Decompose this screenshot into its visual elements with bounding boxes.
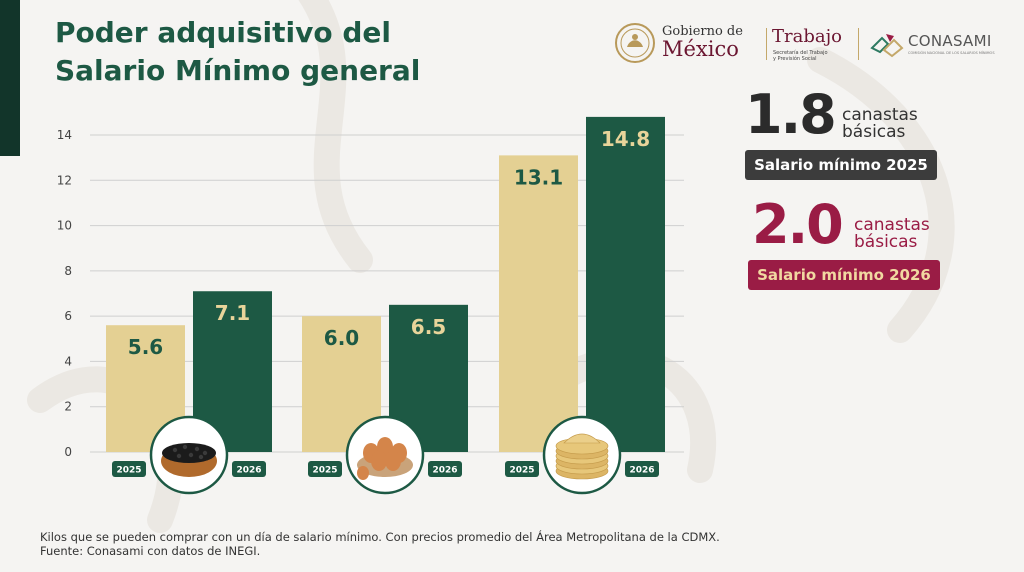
trabajo-title: Trabajo bbox=[772, 26, 843, 47]
bar-2026-tortilla bbox=[586, 116, 665, 452]
year-tag-label: 2026 bbox=[236, 466, 261, 476]
year-tag-2026: 2026 bbox=[625, 461, 659, 477]
gobierno-logo: Gobierno de México bbox=[612, 20, 762, 68]
tortilla-stack-icon bbox=[542, 415, 622, 495]
y-tick-label: 10 bbox=[57, 219, 72, 233]
logo-divider bbox=[858, 28, 859, 60]
trabajo-subtitle-1: Secretaría del Trabajo bbox=[773, 50, 828, 56]
stat-2025-value: 1.8 bbox=[745, 83, 837, 146]
year-tag-2025: 2025 bbox=[308, 461, 342, 477]
data-label: 5.6 bbox=[128, 335, 163, 359]
logo-divider bbox=[766, 28, 767, 60]
logo-strip: Gobierno de México Trabajo Secretaría de… bbox=[612, 20, 1012, 68]
egg-bowl-icon bbox=[345, 415, 425, 495]
data-label: 6.5 bbox=[411, 315, 446, 339]
folded-tortilla bbox=[563, 433, 601, 444]
category-icons bbox=[149, 415, 622, 495]
bar-2025-tortilla bbox=[499, 155, 578, 452]
data-labels: 5.6 7.1 6.0 6.5 13.1 14.8 bbox=[128, 127, 650, 359]
footnote-line-2: Fuente: Conasami con datos de INEGI. bbox=[40, 544, 261, 558]
stat-2026-word-1: canastas bbox=[854, 215, 930, 235]
y-tick-label: 8 bbox=[64, 264, 72, 278]
footnote-line-1: Kilos que se pueden comprar con un día d… bbox=[40, 530, 720, 544]
year-tag-bg bbox=[428, 461, 462, 477]
trabajo-logo: Trabajo Secretaría del Trabajo y Previsi… bbox=[772, 20, 862, 68]
stat-2025-word-2: básicas bbox=[842, 122, 906, 142]
stat-2026: 2.0 canastas básicas bbox=[752, 194, 952, 256]
conasami-hands-icon bbox=[870, 34, 904, 58]
bean bbox=[182, 444, 188, 450]
year-tag-label: 2026 bbox=[432, 466, 457, 476]
bean bbox=[194, 446, 200, 452]
trabajo-subtitle-2: y Previsión Social bbox=[773, 56, 817, 62]
data-label: 13.1 bbox=[514, 165, 563, 189]
year-tag-bg bbox=[505, 461, 539, 477]
national-seal-icon bbox=[615, 23, 655, 63]
badge-2026: Salario mínimo 2026 bbox=[748, 260, 940, 290]
conasami-subtitle: COMISIÓN NACIONAL DE LOS SALARIOS MÍNIMO… bbox=[908, 51, 995, 55]
bean bbox=[172, 447, 178, 453]
beans bbox=[162, 443, 216, 463]
data-label: 7.1 bbox=[215, 301, 250, 325]
year-tag-bg bbox=[308, 461, 342, 477]
y-axis-ticks: 0 2 4 6 8 10 12 14 bbox=[57, 128, 72, 459]
stat-2026-word-2: básicas bbox=[854, 232, 918, 252]
y-tick-label: 4 bbox=[64, 354, 72, 368]
stat-2025-word-1: canastas bbox=[842, 105, 918, 125]
conasami-logo: CONASAMI COMISIÓN NACIONAL DE LOS SALARI… bbox=[870, 20, 1012, 68]
chart-bars bbox=[106, 116, 665, 452]
year-tag-bg bbox=[112, 461, 146, 477]
year-tag-bg bbox=[625, 461, 659, 477]
y-tick-label: 0 bbox=[64, 445, 72, 459]
gobierno-line-1: Gobierno de bbox=[662, 24, 743, 39]
footnote: Kilos que se pueden comprar con un día d… bbox=[40, 530, 720, 558]
year-tag-2026: 2026 bbox=[428, 461, 462, 477]
year-tag-label: 2025 bbox=[312, 466, 337, 476]
title-line-1: Poder adquisitivo del bbox=[55, 16, 391, 49]
page-title: Poder adquisitivo del Salario Mínimo gen… bbox=[55, 14, 420, 90]
bean bbox=[176, 453, 182, 459]
year-tag-label: 2025 bbox=[116, 466, 141, 476]
bean-bowl-icon bbox=[149, 415, 229, 495]
year-tag-2025: 2025 bbox=[505, 461, 539, 477]
year-tags: 2025 2026 2025 2026 2025 2026 bbox=[112, 461, 659, 477]
stat-2025: 1.8 canastas básicas bbox=[745, 84, 945, 146]
egg bbox=[371, 451, 387, 471]
stat-2026-value: 2.0 bbox=[752, 193, 844, 256]
year-tag-2025: 2025 bbox=[112, 461, 146, 477]
year-tag-2026: 2026 bbox=[232, 461, 266, 477]
y-tick-label: 2 bbox=[64, 400, 72, 414]
badge-2025: Salario mínimo 2025 bbox=[745, 150, 937, 180]
left-accent-bar bbox=[0, 0, 20, 156]
title-line-2: Salario Mínimo general bbox=[55, 54, 421, 87]
y-tick-label: 14 bbox=[57, 128, 72, 142]
bean bbox=[202, 450, 208, 456]
bean bbox=[188, 452, 194, 458]
data-label: 14.8 bbox=[601, 127, 650, 151]
y-tick-label: 6 bbox=[64, 309, 72, 323]
year-tag-label: 2026 bbox=[629, 466, 654, 476]
y-tick-label: 12 bbox=[57, 173, 72, 187]
data-label: 6.0 bbox=[324, 326, 359, 350]
egg bbox=[357, 466, 369, 480]
bean bbox=[198, 454, 204, 460]
year-tag-label: 2025 bbox=[509, 466, 534, 476]
year-tag-bg bbox=[232, 461, 266, 477]
conasami-title: CONASAMI bbox=[908, 32, 992, 50]
egg bbox=[385, 451, 401, 471]
gobierno-line-2: México bbox=[662, 37, 739, 61]
